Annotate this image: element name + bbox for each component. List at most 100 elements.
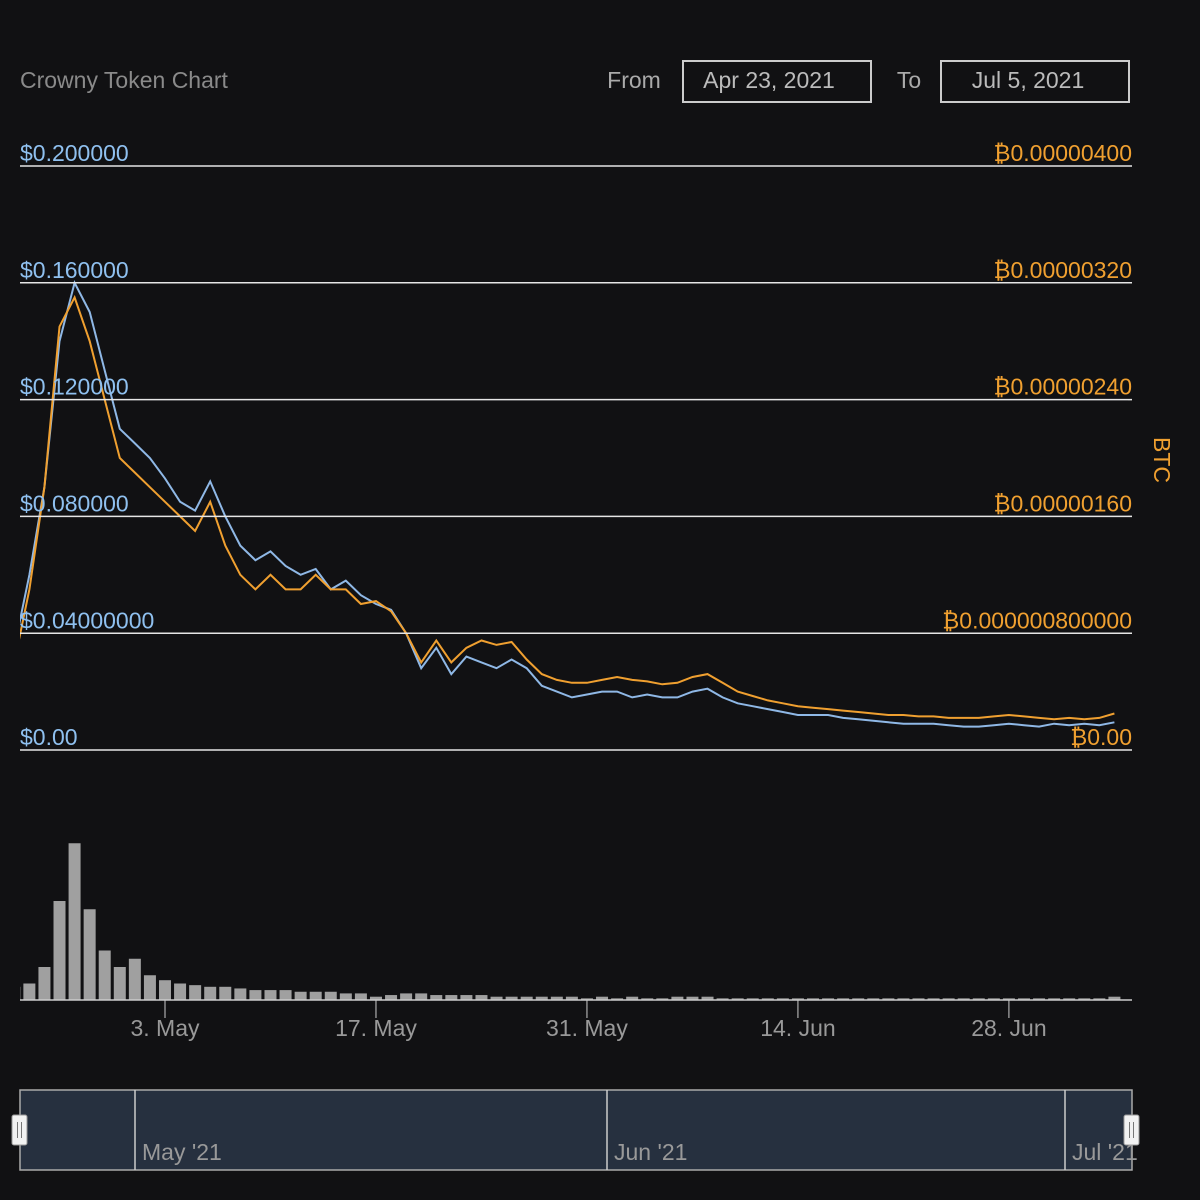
volume-bar xyxy=(249,990,262,1000)
volume-bar xyxy=(987,998,1000,1000)
y2-tick-label: ₿0.00000400 xyxy=(993,140,1132,166)
volume-bar xyxy=(852,998,865,1000)
plot-area xyxy=(20,280,1121,1000)
x-tick-label: 31. May xyxy=(546,1015,628,1041)
price-line xyxy=(20,280,1115,728)
volume-bar xyxy=(415,993,428,1000)
volume-bar xyxy=(460,995,473,1000)
volume-bar xyxy=(972,998,985,1000)
volume-bar xyxy=(1033,998,1046,1000)
volume-bar xyxy=(445,995,458,1000)
volume-bar xyxy=(656,998,669,1000)
y2-axis-title: BTC xyxy=(1149,437,1175,483)
volume-bar xyxy=(234,988,247,1000)
volume-bar xyxy=(294,991,307,1000)
volume-bar xyxy=(867,998,880,1000)
volume-bar xyxy=(174,983,187,1000)
volume-bar xyxy=(897,998,910,1000)
y2-tick-label: ₿0.00 xyxy=(1070,724,1132,750)
volume-bar xyxy=(279,990,292,1000)
right-handle[interactable] xyxy=(1123,1114,1140,1146)
volume-bar xyxy=(23,983,36,1000)
volume-bar xyxy=(475,995,488,1000)
from-date: Apr 23, 2021 xyxy=(703,67,835,93)
volume-bar xyxy=(53,901,66,1000)
to-label: To xyxy=(897,67,921,93)
from-label: From xyxy=(607,67,661,93)
volume-bar xyxy=(143,975,156,1000)
volume-bar xyxy=(701,996,714,1000)
volume-bar xyxy=(128,958,141,1000)
volume-bar xyxy=(264,990,277,1000)
volume-bar xyxy=(68,843,81,1000)
volume-bar xyxy=(565,996,578,1000)
volume-bar xyxy=(596,996,609,1000)
volume-bar xyxy=(98,950,111,1000)
volume-bar xyxy=(942,998,955,1000)
volume-bar xyxy=(837,998,850,1000)
volume-bar xyxy=(520,996,533,1000)
volume-bar xyxy=(400,993,413,1000)
volume-bar xyxy=(430,995,443,1000)
y-tick-label: $0.00 xyxy=(20,724,78,750)
from-input[interactable] xyxy=(682,60,872,103)
volume-bar xyxy=(385,995,398,1000)
to-date: Jul 5, 2021 xyxy=(972,67,1085,93)
y-tick-label: $0.120000 xyxy=(20,374,129,400)
y2-tick-label: ₿0.00000240 xyxy=(993,374,1132,400)
volume-bar xyxy=(83,909,96,1000)
volume-bar xyxy=(159,980,171,1000)
x-tick-label: 3. May xyxy=(130,1015,200,1041)
y2-tick-label: ₿0.00000160 xyxy=(993,490,1132,516)
volume-bar xyxy=(1108,996,1121,1000)
volume-bar xyxy=(113,967,126,1000)
volume-bar xyxy=(505,996,518,1000)
y-tick-label: $0.080000 xyxy=(20,490,129,516)
volume-bar xyxy=(1048,998,1061,1000)
volume-bar xyxy=(535,996,548,1000)
volume-bar xyxy=(716,998,729,1000)
volume-bar xyxy=(580,998,593,1000)
volume-bar xyxy=(309,991,322,1000)
volume-bar xyxy=(912,998,925,1000)
volume-bar xyxy=(791,998,804,1000)
volume-bar xyxy=(1002,998,1015,1000)
volume-bar xyxy=(927,998,940,1000)
volume-bar xyxy=(761,998,774,1000)
y-tick-label: $0.200000 xyxy=(20,140,129,166)
volume-bar xyxy=(324,991,337,1000)
price-line xyxy=(20,294,1115,721)
volume-bar xyxy=(611,998,624,1000)
volume-bar xyxy=(807,998,820,1000)
left-handle[interactable] xyxy=(11,1114,28,1146)
to-input[interactable] xyxy=(940,60,1130,103)
volume-bar xyxy=(1093,998,1106,1000)
volume-bar xyxy=(204,986,217,1000)
volume-bar xyxy=(354,993,367,1000)
navigator-label: Jun '21 xyxy=(614,1139,687,1165)
volume-bar xyxy=(339,993,352,1000)
volume-bar xyxy=(1078,998,1091,1000)
volume-bar xyxy=(369,996,382,1000)
x-tick-label: 28. Jun xyxy=(971,1015,1046,1041)
volume-bar xyxy=(1063,998,1076,1000)
volume-bar xyxy=(490,996,503,1000)
chart-title: Crowny Token Chart xyxy=(20,67,229,93)
volume-bar xyxy=(686,996,699,1000)
volume-bar xyxy=(38,967,51,1000)
navigator[interactable] xyxy=(19,1089,1133,1171)
y-tick-label: $0.04000000 xyxy=(20,607,154,633)
y2-tick-label: ₿0.00000320 xyxy=(993,257,1132,283)
volume-bar xyxy=(550,996,563,1000)
volume-bar xyxy=(882,998,895,1000)
volume-bar xyxy=(957,998,970,1000)
x-tick-label: 17. May xyxy=(335,1015,417,1041)
navigator-label: May '21 xyxy=(142,1139,222,1165)
y-tick-label: $0.160000 xyxy=(20,257,129,283)
volume-bar xyxy=(641,998,654,1000)
volume-bar xyxy=(189,985,202,1000)
volume-bar xyxy=(776,998,789,1000)
volume-bar xyxy=(219,986,232,1000)
volume-bar xyxy=(20,986,21,1000)
